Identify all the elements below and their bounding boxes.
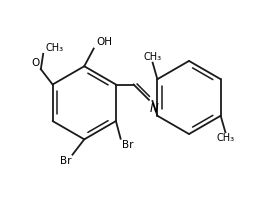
Text: CH₃: CH₃ bbox=[143, 52, 162, 61]
Text: CH₃: CH₃ bbox=[45, 43, 64, 53]
Text: N: N bbox=[150, 102, 159, 115]
Text: Br: Br bbox=[60, 156, 71, 166]
Text: O: O bbox=[31, 58, 40, 68]
Text: Br: Br bbox=[122, 140, 133, 150]
Text: OH: OH bbox=[96, 37, 112, 47]
Text: CH₃: CH₃ bbox=[216, 134, 234, 143]
